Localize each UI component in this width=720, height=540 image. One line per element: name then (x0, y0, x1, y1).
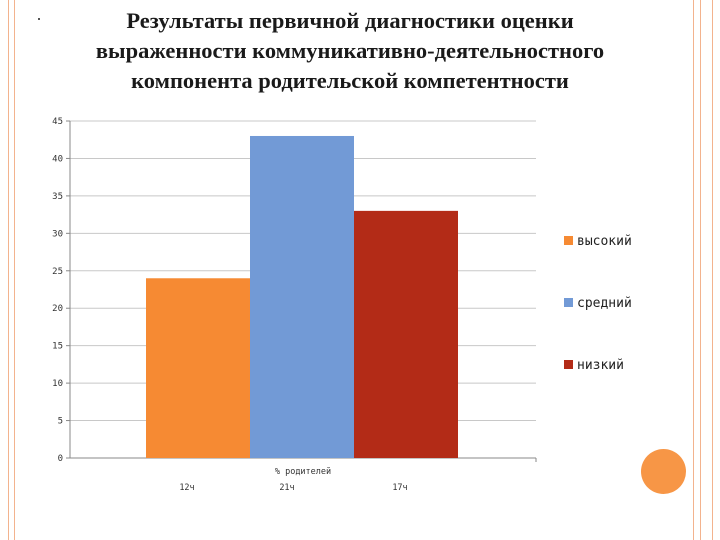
title-line-1: Результаты первичной диагностики оценки (126, 8, 574, 33)
y-tick-label: 5 (58, 417, 63, 427)
bar-средний (250, 135, 354, 458)
title-line-3: компонента родительской компетентности (131, 68, 569, 93)
category-label: 17ч (392, 483, 407, 493)
legend-swatch-высокий (564, 236, 573, 245)
y-tick-label: 20 (52, 304, 63, 314)
x-axis-title: % родителей (275, 467, 331, 477)
title-line-2: выраженности коммуникативно-деятельностн… (95, 38, 605, 63)
slide-title: Результаты первичной диагностики оценки … (40, 6, 660, 96)
y-tick-label: 10 (52, 379, 63, 389)
frame-line-right-outer (700, 0, 701, 540)
y-tick-label: 25 (52, 267, 63, 277)
legend-swatch-низкий (564, 360, 573, 369)
frame-line-left-outer (8, 0, 9, 540)
category-label: 21ч (279, 483, 294, 493)
legend-swatch-средний (564, 298, 573, 307)
bullet-dot (38, 18, 40, 20)
legend-label-высокий: высокий (577, 234, 632, 249)
category-label: 12ч (179, 483, 194, 493)
decorative-circle (641, 449, 686, 494)
frame-line-right-inner (693, 0, 694, 540)
y-tick-label: 30 (52, 229, 63, 239)
y-tick-label: 40 (52, 154, 63, 164)
frame-line-left-inner (14, 0, 15, 540)
legend-label-низкий: низкий (577, 358, 624, 373)
bar-низкий (354, 210, 458, 458)
bar-высокий (146, 278, 250, 458)
y-tick-label: 35 (52, 192, 63, 202)
legend-label-средний: средний (577, 296, 632, 311)
frame-line-right-edge (712, 0, 713, 540)
y-tick-label: 0 (58, 454, 63, 464)
y-tick-label: 15 (52, 342, 63, 352)
y-tick-label: 45 (52, 117, 63, 127)
